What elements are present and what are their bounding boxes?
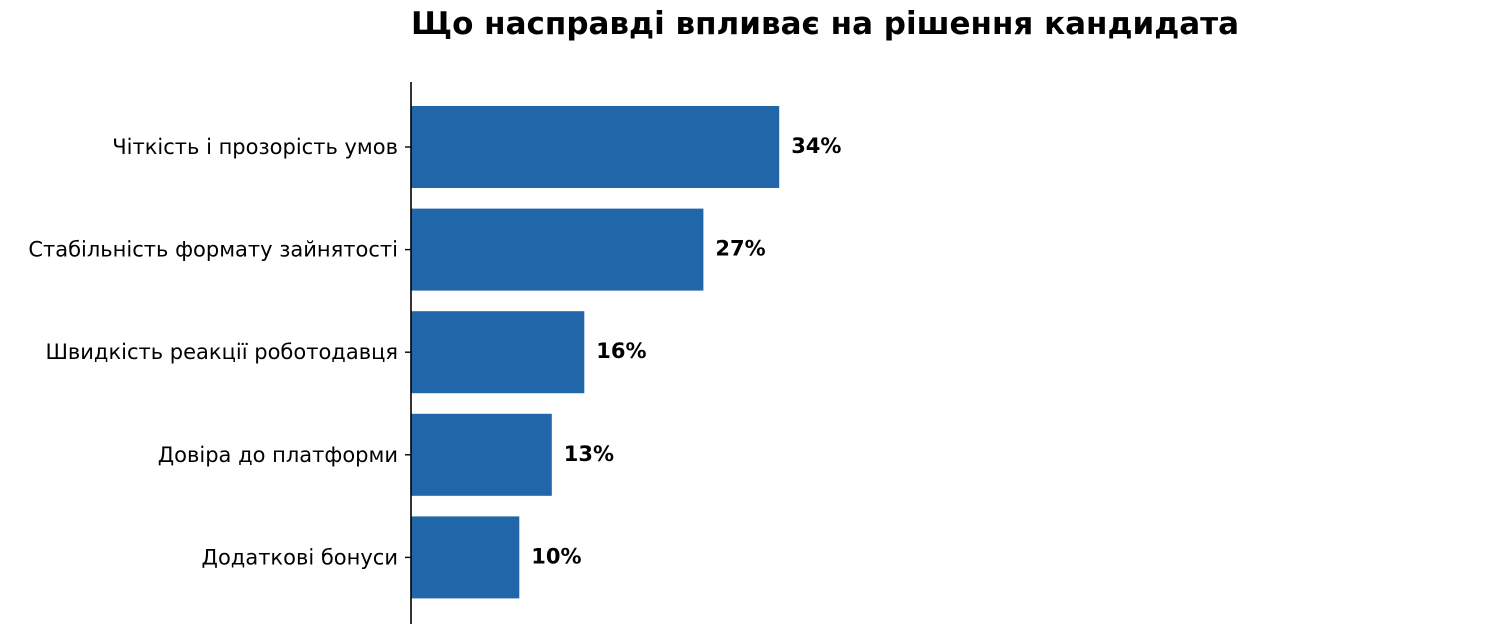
bar-2 bbox=[411, 208, 704, 291]
data-label-4: 13% bbox=[564, 442, 614, 466]
data-label-3: 16% bbox=[596, 339, 646, 363]
y-tick-labels: Чіткість і прозорість умов Стабільність ф… bbox=[28, 135, 398, 569]
y-tick-label-2: Стабільність формату зайнятості bbox=[28, 238, 398, 262]
y-tick-label-4: Довіра до платформи bbox=[158, 443, 398, 467]
bar-5 bbox=[411, 516, 520, 599]
y-tick-label-1: Чіткість і прозорість умов bbox=[112, 135, 398, 159]
bar-1 bbox=[411, 106, 780, 188]
chart-title: Що насправді впливає на рішення кандидат… bbox=[411, 6, 1239, 42]
data-labels: 34% 27% 16% 13% 10% bbox=[531, 134, 841, 568]
data-label-1: 34% bbox=[791, 134, 841, 158]
y-tick-label-3: Швидкість реакції роботодавця bbox=[45, 340, 398, 364]
data-label-5: 10% bbox=[531, 544, 581, 568]
bar-3 bbox=[411, 311, 585, 394]
bars-group bbox=[411, 106, 780, 599]
bar-4 bbox=[411, 413, 552, 496]
y-tick-label-5: Додаткові бонуси bbox=[202, 545, 398, 569]
y-tick-marks bbox=[405, 146, 411, 559]
data-label-2: 27% bbox=[715, 237, 765, 261]
